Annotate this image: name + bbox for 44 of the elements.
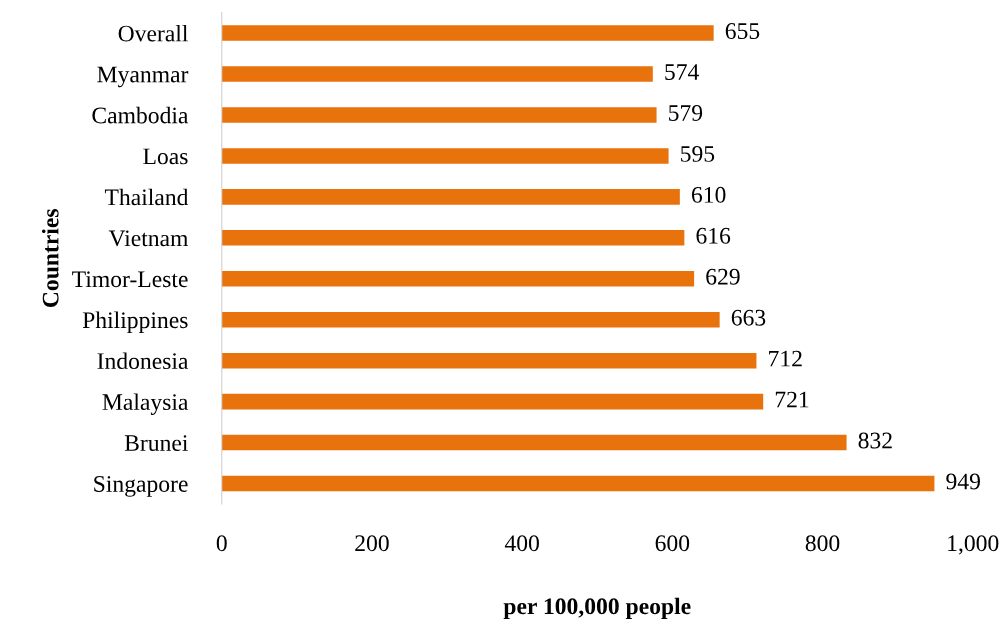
x-tick-label: 400 <box>504 535 539 552</box>
data-label: 663 <box>731 309 766 326</box>
x-tick-label: 1,000 <box>948 535 999 555</box>
y-tick-label: Thailand <box>104 188 189 206</box>
bar <box>221 352 757 369</box>
bar <box>221 189 680 205</box>
data-label: 574 <box>665 64 699 80</box>
data-label: 579 <box>669 105 703 121</box>
x-tick-label: 0 <box>216 535 227 552</box>
bar <box>221 148 669 164</box>
data-label: 721 <box>775 391 809 408</box>
y-tick-label: Brunei <box>124 435 188 451</box>
data-label: 595 <box>681 145 715 162</box>
x-tick-label: 200 <box>355 535 389 552</box>
data-label: 712 <box>769 350 802 367</box>
bar <box>221 393 764 410</box>
y-tick-label: Loas <box>143 148 188 165</box>
bar <box>221 311 720 328</box>
y-tick-label: Vietnam <box>108 230 189 247</box>
bar <box>221 66 653 82</box>
y-tick-label: Myanmar <box>97 66 189 88</box>
bar <box>221 475 935 492</box>
y-tick-label: Timor-Leste <box>72 271 188 288</box>
x-tick-label: 600 <box>655 535 690 552</box>
y-tick-label: Indonesia <box>97 352 189 370</box>
data-label: 949 <box>946 473 980 490</box>
y-tick-label: Cambodia <box>92 106 189 124</box>
x-tick-label: 800 <box>805 535 840 552</box>
y-tick-label: Malaysia <box>102 393 189 415</box>
y-tick-label: Singapore <box>94 476 188 497</box>
data-label: 610 <box>691 186 726 203</box>
bar <box>221 107 657 123</box>
data-label: 616 <box>696 227 731 244</box>
bar <box>221 270 695 287</box>
data-label: 655 <box>725 23 760 39</box>
x-axis-title: per 100,000 people <box>503 597 691 620</box>
y-axis-title: Countries <box>41 209 59 307</box>
y-tick-label: Overall <box>118 24 188 42</box>
data-label: 629 <box>706 268 740 285</box>
y-tick-label: Philippines <box>82 311 188 333</box>
data-label: 832 <box>858 432 892 449</box>
bar <box>221 434 847 451</box>
bar <box>221 230 685 246</box>
bar <box>221 25 714 41</box>
